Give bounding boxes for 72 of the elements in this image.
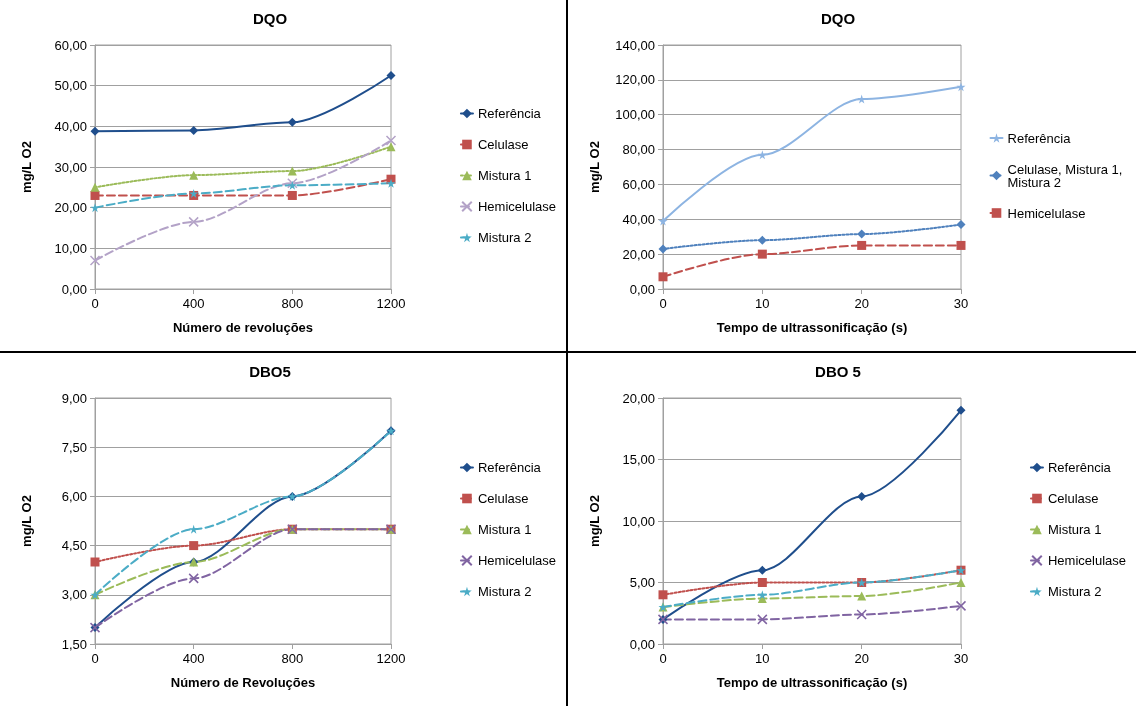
x-tick-label: 20: [854, 296, 869, 311]
legend-label: Hemicelulase: [1007, 205, 1086, 221]
legend-label: Mistura 2: [1047, 584, 1102, 599]
legend-label: Hemicelulase: [477, 199, 557, 214]
x-tick-label: 400: [182, 651, 205, 666]
x-axis-title: Tempo de ultrassonificação (s): [716, 675, 908, 690]
legend-label: Celulase: [1047, 491, 1099, 506]
y-tick-label: 40,00: [622, 211, 655, 227]
chart-title: DBO 5: [815, 363, 861, 380]
legend-label: Mistura 1: [477, 522, 532, 537]
y-tick-label: 0,00: [629, 281, 655, 297]
x-tick-label: 0: [91, 651, 99, 666]
x-tick-label: 1200: [376, 651, 406, 666]
legend-label: Mistura 1: [1047, 522, 1102, 537]
y-tick-label: 10,00: [54, 240, 87, 256]
legend-label: Celulase: [477, 491, 529, 506]
y-tick-label: 6,00: [61, 488, 87, 504]
legend-label: Referência: [1007, 130, 1072, 146]
y-tick-label: 9,00: [61, 390, 87, 406]
x-tick-label: 1200: [376, 296, 406, 311]
y-tick-label: 100,00: [615, 107, 655, 123]
y-tick-label: 120,00: [615, 72, 655, 88]
y-tick-label: 0,00: [629, 636, 655, 652]
y-axis-title: mg/L O2: [587, 495, 602, 547]
y-tick-label: 20,00: [622, 246, 655, 262]
x-tick-label: 10: [755, 296, 770, 311]
x-tick-label: 0: [659, 651, 667, 666]
legend-label: Referência: [477, 106, 542, 121]
y-tick-label: 5,00: [629, 575, 655, 590]
y-tick-label: 4,50: [61, 538, 87, 554]
y-axis-title: mg/L O2: [19, 141, 34, 193]
y-axis-title: mg/L O2: [587, 141, 602, 193]
x-tick-label: 10: [755, 651, 770, 666]
y-tick-label: 0,00: [61, 281, 87, 297]
chart-title: DBO5: [249, 363, 291, 380]
x-axis-title: Número de Revoluções: [170, 675, 316, 690]
chart-title: DQO: [252, 10, 288, 27]
legend-label: Hemicelulase: [477, 553, 557, 568]
x-tick-label: 800: [281, 651, 304, 666]
y-tick-label: 10,00: [622, 513, 655, 529]
y-tick-label: 50,00: [54, 78, 87, 94]
legend-label: Referência: [1047, 460, 1112, 475]
x-tick-label: 0: [659, 296, 667, 311]
y-tick-label: 7,50: [61, 439, 87, 455]
legend-label: Hemicelulase: [1047, 553, 1127, 568]
x-tick-label: 400: [182, 296, 205, 311]
x-axis-title: Tempo de ultrassonificação (s): [716, 320, 908, 335]
y-axis-title: mg/L O2: [19, 495, 34, 547]
y-tick-label: 140,00: [615, 37, 655, 53]
chart-title: DQO: [820, 10, 856, 27]
y-tick-label: 20,00: [622, 390, 655, 406]
legend-label: Mistura 1: [477, 168, 532, 183]
legend-label: Mistura 2: [477, 584, 532, 599]
x-tick-label: 800: [281, 296, 304, 311]
y-tick-label: 1,50: [61, 636, 87, 652]
y-tick-label: 30,00: [54, 159, 87, 175]
y-tick-label: 3,00: [61, 587, 87, 603]
y-tick-label: 15,00: [622, 452, 655, 467]
x-tick-label: 30: [953, 651, 969, 666]
x-tick-label: 20: [854, 651, 869, 666]
legend-label: Celulase: [477, 137, 529, 152]
x-tick-label: 0: [91, 296, 99, 311]
x-axis-title: Número de revoluções: [172, 320, 314, 335]
legend-label: Mistura 2: [477, 230, 532, 245]
y-tick-label: 40,00: [54, 118, 87, 134]
legend-label: Referência: [477, 460, 542, 475]
y-tick-label: 60,00: [54, 37, 87, 53]
y-tick-label: 60,00: [622, 176, 655, 192]
y-tick-label: 20,00: [54, 200, 87, 216]
x-tick-label: 30: [953, 296, 969, 311]
legend-label: Celulase, Mistura 1, Mistura 2: [1007, 161, 1127, 190]
y-tick-label: 80,00: [622, 142, 655, 158]
